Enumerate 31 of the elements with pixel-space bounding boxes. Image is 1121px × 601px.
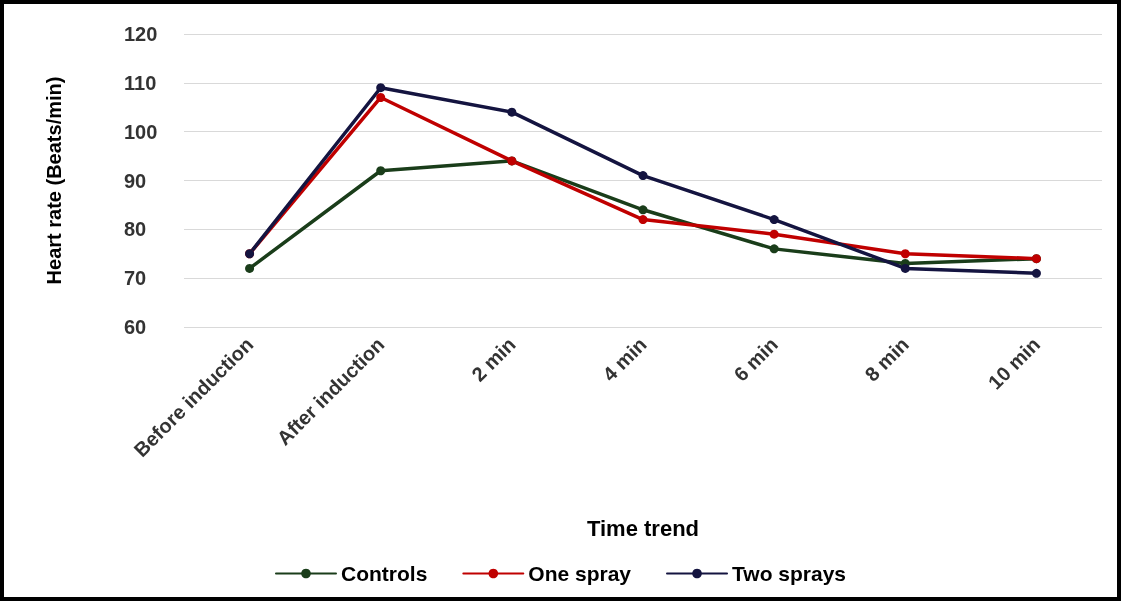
point — [507, 107, 517, 117]
point — [769, 215, 779, 225]
point — [376, 166, 386, 176]
point — [638, 171, 648, 181]
legend-label: One spray — [528, 562, 632, 585]
legend-label: Two sprays — [732, 562, 847, 585]
point — [900, 249, 910, 259]
point — [638, 215, 648, 225]
y-tick-label: 60 — [124, 316, 147, 338]
y-tick-label: 100 — [124, 120, 158, 143]
point — [769, 244, 779, 254]
point — [245, 263, 255, 273]
x-tick-label: 2 min — [467, 333, 520, 386]
point — [638, 205, 648, 215]
point — [769, 229, 779, 239]
point — [376, 83, 386, 93]
point — [376, 92, 386, 102]
y-tick-label: 110 — [124, 71, 157, 94]
x-tick-label: 10 min — [983, 333, 1045, 394]
x-axis-title: Time trend — [586, 515, 700, 541]
x-tick-label: 6 min — [729, 333, 782, 386]
y-tick-label: 120 — [124, 23, 158, 45]
y-tick-label: 90 — [124, 169, 147, 192]
x-tick-label: 4 min — [598, 333, 651, 386]
x-tick-label: 8 min — [860, 333, 914, 386]
point — [900, 263, 910, 273]
point — [1031, 268, 1041, 278]
legend-label: Controls — [340, 562, 428, 585]
y-tick-label: 80 — [124, 218, 147, 241]
y-axis-title: Heart rate (Beats/min) — [43, 76, 65, 285]
y-tick-label: 70 — [124, 267, 147, 290]
